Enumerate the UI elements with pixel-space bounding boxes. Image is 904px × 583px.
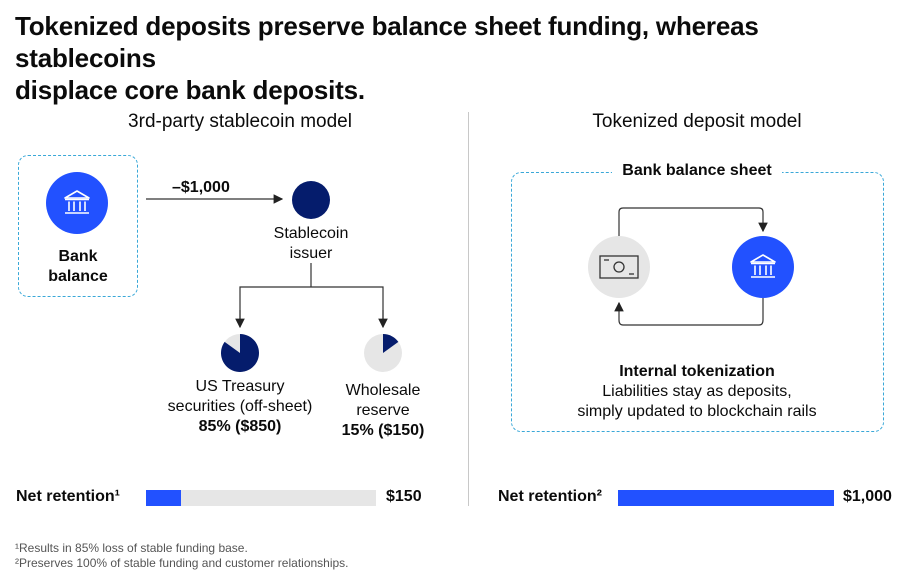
stablecoin-issuer-node xyxy=(292,181,330,219)
bank-balance-label: Bank balance xyxy=(18,247,138,287)
bank-icon xyxy=(64,190,90,214)
issuer-label-line-2: issuer xyxy=(289,245,333,262)
treasury-label-line-1: US Treasury xyxy=(195,378,285,395)
bank-label-line-2: balance xyxy=(48,268,108,285)
caption-title: Internal tokenization xyxy=(619,363,775,380)
bank-balance-sheet-label: Bank balance sheet xyxy=(612,161,782,181)
left-flow-connectors xyxy=(146,194,388,329)
page-title: Tokenized deposits preserve balance shee… xyxy=(15,10,895,106)
stablecoin-issuer-label: Stablecoin issuer xyxy=(251,224,371,264)
caption-line-1: Liabilities stay as deposits, xyxy=(602,383,792,400)
wholesale-label: Wholesale reserve 15% ($150) xyxy=(313,381,453,441)
left-net-retention-label: Net retention¹ xyxy=(16,488,120,505)
treasury-value: 85% ($850) xyxy=(198,418,282,435)
right-net-retention-fill xyxy=(618,490,834,506)
cycle-bottom-arrow xyxy=(614,298,764,326)
wholesale-label-line-2: reserve xyxy=(356,402,410,419)
bank-icon xyxy=(750,254,776,278)
left-panel-title: 3rd-party stablecoin model xyxy=(128,111,352,132)
token-cash-node xyxy=(588,236,650,298)
wholesale-pie-wedge xyxy=(383,334,399,353)
issuer-split-connector xyxy=(239,263,384,322)
cycle-top-arrow xyxy=(618,207,768,236)
footnote-1: ¹Results in 85% loss of stable funding b… xyxy=(15,541,248,555)
right-net-retention-bar xyxy=(618,490,834,506)
bank-balance-box xyxy=(18,155,138,297)
left-net-retention-value: $150 xyxy=(386,488,422,505)
footnotes: ¹Results in 85% loss of stable funding b… xyxy=(15,541,615,571)
tokenization-cycle-arrows xyxy=(614,207,768,326)
flow-amount-label: –$1,000 xyxy=(172,179,230,196)
treasury-label: US Treasury securities (off-sheet) 85% (… xyxy=(150,377,330,437)
bank-balance-circle xyxy=(46,172,108,234)
left-net-retention-fill xyxy=(146,490,181,506)
treasury-pie xyxy=(221,334,259,372)
title-line-2: displace core bank deposits. xyxy=(15,75,365,105)
right-net-retention-value: $1,000 xyxy=(843,488,892,505)
title-line-1: Tokenized deposits preserve balance shee… xyxy=(15,11,759,73)
footnote-2: ²Preserves 100% of stable funding and cu… xyxy=(15,556,349,570)
deposit-bank-node xyxy=(732,236,794,298)
internal-tokenization-caption: Internal tokenization Liabilities stay a… xyxy=(532,362,862,422)
treasury-pie-wedge xyxy=(221,334,259,372)
wholesale-value: 15% ($150) xyxy=(341,422,425,439)
panel-divider xyxy=(468,112,469,506)
cash-icon xyxy=(599,255,639,279)
issuer-label-line-1: Stablecoin xyxy=(273,225,349,242)
right-net-retention-label: Net retention² xyxy=(498,488,602,505)
wholesale-label-line-1: Wholesale xyxy=(345,382,421,399)
caption-line-2: simply updated to blockchain rails xyxy=(577,403,817,420)
right-panel-title: Tokenized deposit model xyxy=(592,111,802,132)
left-net-retention-bar xyxy=(146,490,376,506)
bank-label-line-1: Bank xyxy=(58,248,98,265)
treasury-label-line-2: securities (off-sheet) xyxy=(167,398,313,415)
wholesale-pie xyxy=(364,334,402,372)
